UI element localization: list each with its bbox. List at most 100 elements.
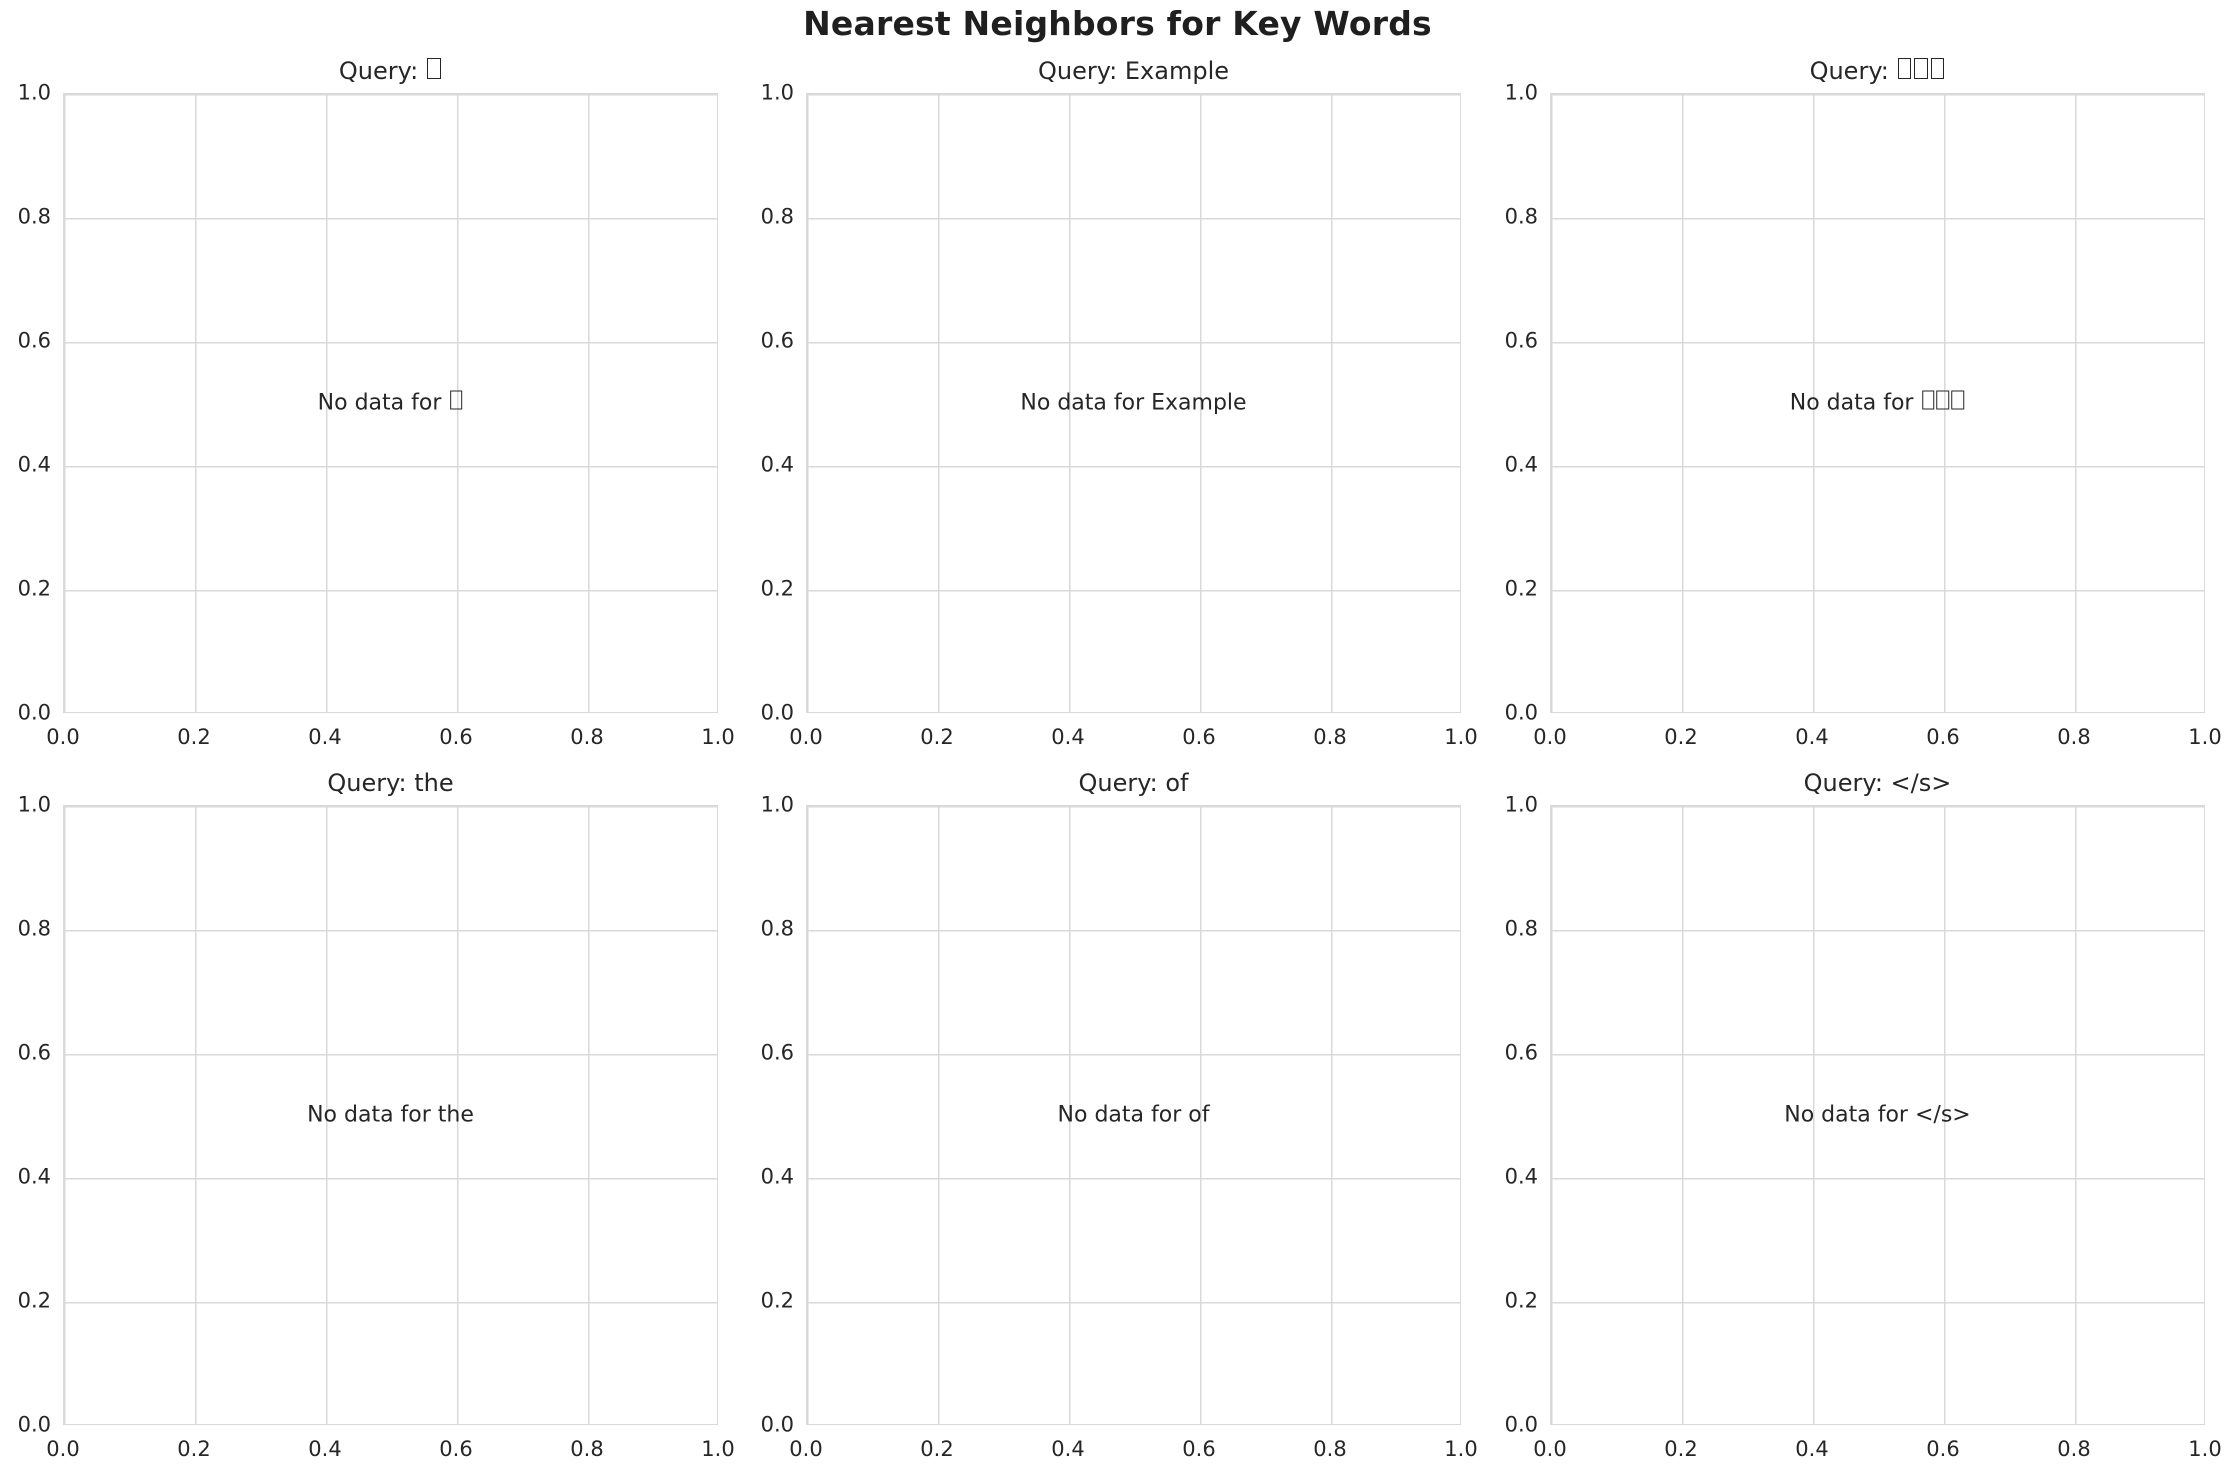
x-tick-label: 0.4 [308,1437,342,1461]
missing-glyph-box [1936,390,1950,410]
x-tick-label: 0.6 [1182,1437,1216,1461]
x-tick-label: 0.0 [1533,1437,1567,1461]
x-tick-label: 0.4 [308,725,342,749]
y-tick-label: 0.2 [1504,576,1538,601]
no-data-label: No data for </s> [1784,1102,1971,1128]
y-tick-label: 0.8 [17,204,51,229]
no-data-label: No data for of [1057,1102,1210,1128]
y-tick-label: 0.6 [760,328,794,353]
y-tick-label: 0.2 [1504,1288,1538,1313]
y-tick-label: 1.0 [17,80,51,105]
x-tick-label: 1.0 [1444,725,1478,749]
missing-glyph-box [427,58,441,79]
x-tick-label: 1.0 [2188,725,2222,749]
y-tick-label: 0.2 [17,576,51,601]
y-tick-label: 0.8 [760,204,794,229]
x-tick-label: 0.4 [1051,1437,1085,1461]
y-tick-label: 0.4 [1504,1164,1538,1189]
x-tick-label: 0.2 [177,725,211,749]
subplot-title: Query: the [327,769,454,797]
x-tick-label: 0.8 [1313,725,1347,749]
subplot: Query: Example No data for Example 1.0 0.… [761,57,1478,748]
x-tick-label: 0.8 [2057,725,2091,749]
x-tick-label: 0.4 [1795,725,1829,749]
x-tick-label: 0.2 [920,725,954,749]
x-tick-label: 0.6 [1182,725,1216,749]
y-tick-label: 0.0 [17,1412,51,1437]
missing-glyph-box [1921,390,1935,410]
y-tick-label: 0.8 [1504,204,1538,229]
y-tick-label: 0.2 [17,1288,51,1313]
x-tick-label: 0.0 [46,725,80,749]
x-tick-label: 0.0 [789,1437,823,1461]
x-tick-label: 0.6 [1926,1437,1960,1461]
y-tick-label: 1.0 [760,80,794,105]
x-tick-label: 0.8 [570,1437,604,1461]
y-tick-label: 0.0 [17,700,51,725]
y-tick-label: 0.8 [17,916,51,941]
subplot: Query: the No data for the 1.0 0.8 0.6 0.4 0… [18,769,735,1460]
missing-glyph-box [1951,390,1964,410]
y-tick-label: 0.4 [17,452,51,477]
y-tick-label: 0.6 [17,1040,51,1065]
x-tick-label: 1.0 [701,1437,735,1461]
x-tick-label: 0.0 [1533,725,1567,749]
x-tick-label: 0.8 [570,725,604,749]
y-tick-label: 1.0 [1504,80,1538,105]
y-tick-label: 0.2 [760,576,794,601]
subplot-title: Query: [1550,55,2205,87]
subplot-title: Query: </s> [1803,769,1952,797]
y-tick-label: 1.0 [1504,792,1538,817]
y-tick-label: 0.4 [760,452,794,477]
y-tick-label: 0.4 [17,1164,51,1189]
plot-area [63,93,718,713]
missing-glyph-box [1897,58,1912,79]
x-tick-label: 0.6 [439,1437,473,1461]
y-tick-label: 0.4 [760,1164,794,1189]
figure-title: Nearest Neighbors for Key Words [803,4,1432,43]
plot-area [63,805,718,1425]
subplot: Query: </s> No data for </s> 1.0 0.8 0.6 0.… [1505,769,2222,1460]
y-tick-label: 0.6 [1504,328,1538,353]
x-tick-label: 0.0 [46,1437,80,1461]
no-data-label: No data for the [307,1102,474,1128]
x-tick-label: 0.6 [1926,725,1960,749]
x-tick-label: 0.6 [439,725,473,749]
missing-glyph-box [1930,58,1944,79]
x-tick-label: 0.2 [1664,1437,1698,1461]
no-data-label: No data for [318,391,464,416]
y-tick-label: 0.0 [760,1412,794,1437]
x-tick-label: 0.8 [1313,1437,1347,1461]
subplot: Query: No data for 1.0 0.8 0.6 0.4 0.2 0.0 0.0… [18,57,735,748]
y-tick-label: 0.8 [760,916,794,941]
subplot-title: Query: of [1078,769,1189,797]
x-tick-label: 0.2 [1664,725,1698,749]
x-tick-label: 0.0 [789,725,823,749]
no-data-label: No data for [1790,391,1966,416]
x-tick-label: 0.2 [177,1437,211,1461]
missing-glyph-box [1914,58,1928,79]
x-tick-label: 1.0 [701,725,735,749]
y-tick-label: 0.0 [1504,1412,1538,1437]
plot-area [806,93,1461,713]
y-tick-label: 0.2 [760,1288,794,1313]
subplot-title: Query: Example [1037,57,1230,85]
y-tick-label: 0.0 [1504,700,1538,725]
x-tick-label: 0.2 [920,1437,954,1461]
y-tick-label: 1.0 [17,792,51,817]
x-tick-label: 1.0 [2188,1437,2222,1461]
plot-area [1550,93,2205,713]
x-tick-label: 1.0 [1444,1437,1478,1461]
subplot: Query: No data for 1.0 0.8 0.6 0.4 0.2 0.0 0.0… [1505,57,2222,748]
y-tick-label: 0.4 [1504,452,1538,477]
y-tick-label: 0.6 [760,1040,794,1065]
y-tick-label: 0.8 [1504,916,1538,941]
y-tick-label: 1.0 [760,792,794,817]
y-tick-label: 0.6 [1504,1040,1538,1065]
x-tick-label: 0.4 [1051,725,1085,749]
x-tick-label: 0.4 [1795,1437,1829,1461]
x-tick-label: 0.8 [2057,1437,2091,1461]
no-data-label: No data for Example [1020,390,1247,416]
subplot: Query: of No data for of 1.0 0.8 0.6 0.4 0.2… [761,769,1478,1460]
y-tick-label: 0.6 [17,328,51,353]
